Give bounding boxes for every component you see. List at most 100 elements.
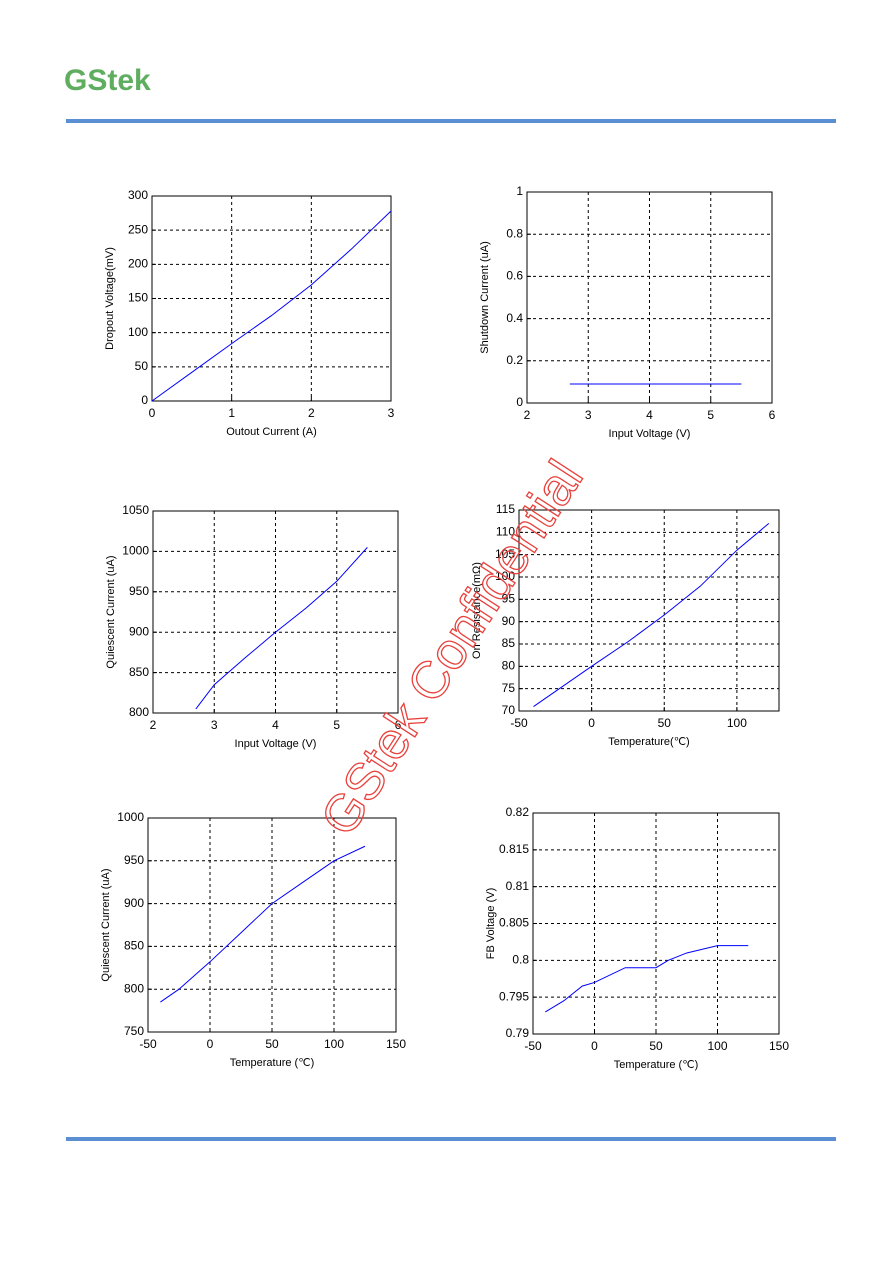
data-line: [160, 845, 366, 1003]
x-tick-label: 0: [207, 1037, 214, 1051]
y-tick-label: 900: [129, 624, 149, 638]
y-tick-label: 75: [502, 681, 516, 695]
data-line: [533, 523, 770, 707]
x-tick-label: -50: [524, 1039, 542, 1053]
x-tick-label: 3: [388, 406, 395, 420]
x-tick-label: 100: [727, 716, 747, 730]
y-tick-label: 200: [128, 257, 148, 271]
y-tick-label: 300: [128, 188, 148, 202]
x-tick-label: 50: [649, 1039, 663, 1053]
data-line: [151, 210, 392, 402]
plot-border: [151, 195, 392, 402]
x-tick-label: 6: [769, 408, 776, 422]
y-tick-label: 0: [141, 393, 148, 407]
x-axis-label: Input Voltage (V): [235, 738, 317, 750]
y-tick-label: 100: [128, 325, 148, 339]
x-tick-label: 3: [211, 718, 218, 732]
x-tick-label: 2: [524, 408, 531, 422]
x-tick-label: 0: [149, 406, 156, 420]
y-tick-label: 105: [495, 547, 515, 561]
y-tick-label: 0.4: [506, 311, 523, 325]
x-tick-label: -50: [139, 1037, 157, 1051]
x-tick-label: 5: [333, 718, 340, 732]
plot-border: [526, 191, 773, 404]
y-tick-label: 0.795: [499, 989, 529, 1003]
x-axis-label: Temperature(℃): [608, 736, 689, 748]
y-tick-label: 0.81: [506, 879, 530, 893]
x-axis-label: Outout Current (A): [226, 426, 316, 438]
y-tick-label: 1: [516, 184, 523, 198]
y-tick-label: 950: [124, 853, 144, 867]
y-tick-label: 850: [124, 939, 144, 953]
y-tick-label: 85: [502, 636, 516, 650]
y-tick-label: 0: [516, 395, 523, 409]
x-tick-label: 150: [386, 1037, 406, 1051]
x-tick-label: 4: [646, 408, 653, 422]
y-tick-label: 0.2: [506, 353, 523, 367]
x-tick-label: 0: [591, 1039, 598, 1053]
y-tick-label: 0.6: [506, 269, 523, 283]
y-tick-label: 0.8: [512, 953, 529, 967]
y-tick-label: 100: [495, 569, 515, 583]
x-tick-label: -50: [510, 716, 528, 730]
data-line: [545, 945, 749, 1013]
y-axis-label: Dropout Voltage(mV): [104, 247, 116, 350]
y-tick-label: 1050: [122, 503, 149, 517]
plot-border: [532, 812, 780, 1035]
y-tick-label: 95: [502, 592, 516, 606]
data-line: [195, 547, 368, 710]
header-rule: [66, 119, 836, 123]
y-tick-label: 110: [496, 525, 515, 539]
y-tick-label: 0.815: [499, 842, 529, 856]
x-tick-label: 2: [308, 406, 315, 420]
plot-frame: [518, 509, 780, 712]
y-tick-label: 800: [129, 705, 149, 719]
y-tick-label: 70: [502, 703, 516, 717]
y-axis-label: Shutdown Current (uA): [479, 241, 491, 354]
x-axis-label: Input Voltage (V): [609, 428, 691, 440]
y-tick-label: 1000: [122, 544, 149, 558]
y-tick-label: 750: [124, 1024, 144, 1038]
y-axis-label: FB Voltage (V): [485, 888, 497, 960]
x-tick-label: 100: [324, 1037, 344, 1051]
y-tick-label: 950: [129, 584, 149, 598]
plot-border: [147, 817, 397, 1033]
y-tick-label: 50: [135, 359, 149, 373]
footer-rule: [66, 1137, 836, 1141]
y-tick-label: 0.79: [506, 1026, 530, 1040]
logo: GStek: [64, 64, 151, 97]
y-tick-label: 900: [124, 896, 144, 910]
y-tick-label: 0.82: [506, 805, 530, 819]
x-axis-label: Temperature (℃): [230, 1057, 315, 1069]
plot-border: [518, 509, 780, 712]
y-axis-label: Quiescent Current (uA): [105, 555, 117, 668]
y-tick-label: 800: [124, 981, 144, 995]
plot-frame: [147, 817, 397, 1033]
x-tick-label: 0: [588, 716, 595, 730]
x-tick-label: 1: [228, 406, 235, 420]
x-tick-label: 100: [707, 1039, 727, 1053]
x-tick-label: 150: [769, 1039, 789, 1053]
x-tick-label: 3: [585, 408, 592, 422]
y-axis-label: Quiescent Current (uA): [100, 868, 112, 981]
plot-frame: [151, 195, 392, 402]
x-tick-label: 50: [658, 716, 672, 730]
y-tick-label: 0.805: [499, 916, 529, 930]
x-tick-label: 5: [707, 408, 714, 422]
x-tick-label: 6: [395, 718, 402, 732]
x-tick-label: 4: [272, 718, 279, 732]
y-axis-label: On Resistance(mΩ): [471, 562, 483, 659]
y-tick-label: 90: [502, 614, 516, 628]
y-tick-label: 150: [128, 291, 148, 305]
x-tick-label: 2: [150, 718, 157, 732]
y-tick-label: 0.8: [506, 226, 523, 240]
plot-border: [152, 510, 399, 714]
x-tick-label: 50: [265, 1037, 279, 1051]
y-tick-label: 250: [128, 222, 148, 236]
x-axis-label: Temperature (℃): [614, 1059, 699, 1071]
y-tick-label: 80: [502, 659, 516, 673]
y-tick-label: 850: [129, 665, 149, 679]
y-tick-label: 1000: [117, 810, 144, 824]
